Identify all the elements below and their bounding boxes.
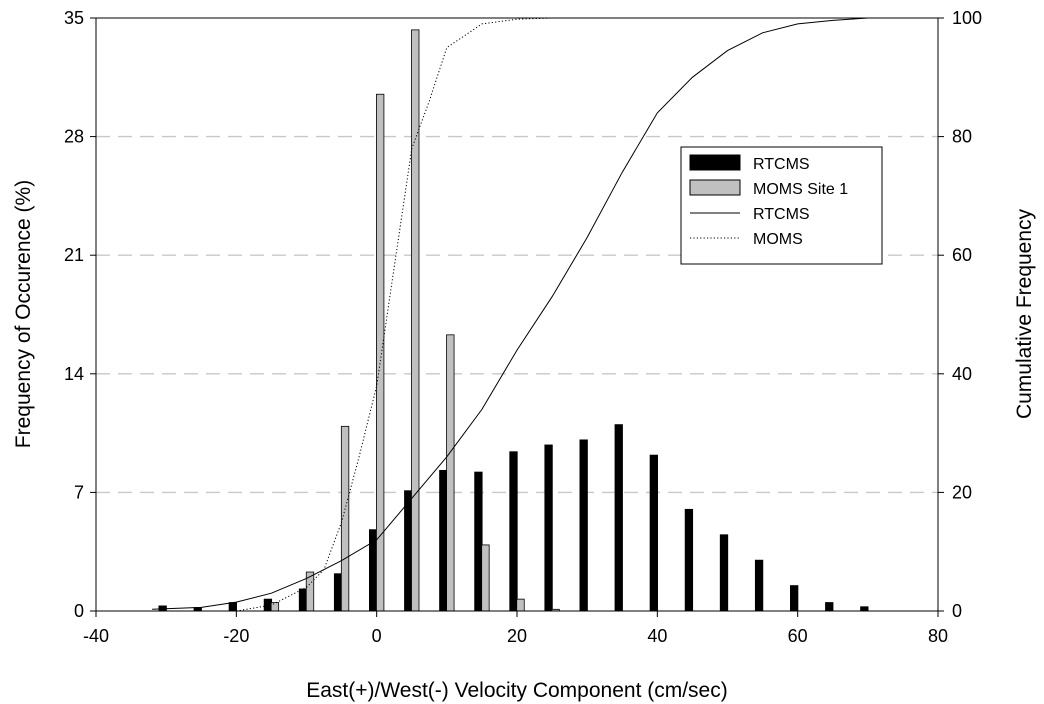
y-tick-label: 0 [74,601,84,621]
bar-rtcms [580,440,588,611]
bar-moms-site-1 [447,335,455,611]
bar-rtcms [229,603,237,611]
x-tick-label: -20 [223,626,249,646]
legend-label: MOMS Site 1 [753,181,848,198]
legend-label: MOMS [753,231,803,248]
x-axis-title: East(+)/West(-) Velocity Component (cm/s… [306,679,727,702]
bar-rtcms [861,607,869,611]
y-tick-label: 14 [64,364,84,384]
bar-rtcms [440,470,448,611]
bar-rtcms [510,452,518,611]
bar-rtcms [615,425,623,611]
x-tick-label: 60 [788,626,808,646]
bar-rtcms [299,589,307,611]
y-axis-title: Frequency of Occurence (%) [12,180,35,448]
x-tick-label: 0 [372,626,382,646]
x-tick-label: -40 [83,626,109,646]
bar-moms-site-1 [482,545,490,611]
y-tick-label: 35 [64,8,84,28]
x-tick-label: 40 [647,626,667,646]
legend-swatch [690,180,740,195]
bars [159,30,868,611]
legend: RTCMS MOMS Site 1 RTCMS MOMS [681,147,882,264]
y2-tick-label: 60 [952,245,972,265]
y-axis-left: 0 7 14 21 28 35 [64,8,96,621]
y-tick-label: 28 [64,127,84,147]
y2-tick-label: 0 [952,601,962,621]
bar-moms-site-1 [517,599,525,611]
legend-swatch [690,155,740,170]
bar-rtcms [334,574,342,611]
y-tick-label: 7 [74,482,84,502]
bar-rtcms [826,603,834,611]
y2-axis-title: Cumulative Frequency [1013,208,1036,419]
x-tick-label: 80 [928,626,948,646]
bar-rtcms [790,586,798,611]
x-tick-label: 20 [507,626,527,646]
legend-label: RTCMS [753,206,810,223]
x-axis: -40 -20 0 20 40 60 80 [83,611,948,646]
y-tick-label: 21 [64,245,84,265]
bar-rtcms [405,491,413,611]
bar-rtcms [650,455,658,611]
bar-rtcms [685,509,693,611]
bar-rtcms [545,445,553,611]
y2-tick-label: 80 [952,127,972,147]
legend-label: RTCMS [753,156,810,173]
bar-moms-site-1 [376,94,384,611]
bar-rtcms [755,560,763,611]
bar-moms-site-1 [412,30,420,611]
y2-tick-label: 100 [952,8,982,28]
y-axis-right: 0 20 40 60 80 100 [938,8,982,621]
bar-rtcms [720,535,728,611]
y2-tick-label: 20 [952,482,972,502]
bar-moms-site-1 [271,603,279,611]
y2-tick-label: 40 [952,364,972,384]
bar-rtcms [475,472,483,611]
line-moms [236,18,552,611]
